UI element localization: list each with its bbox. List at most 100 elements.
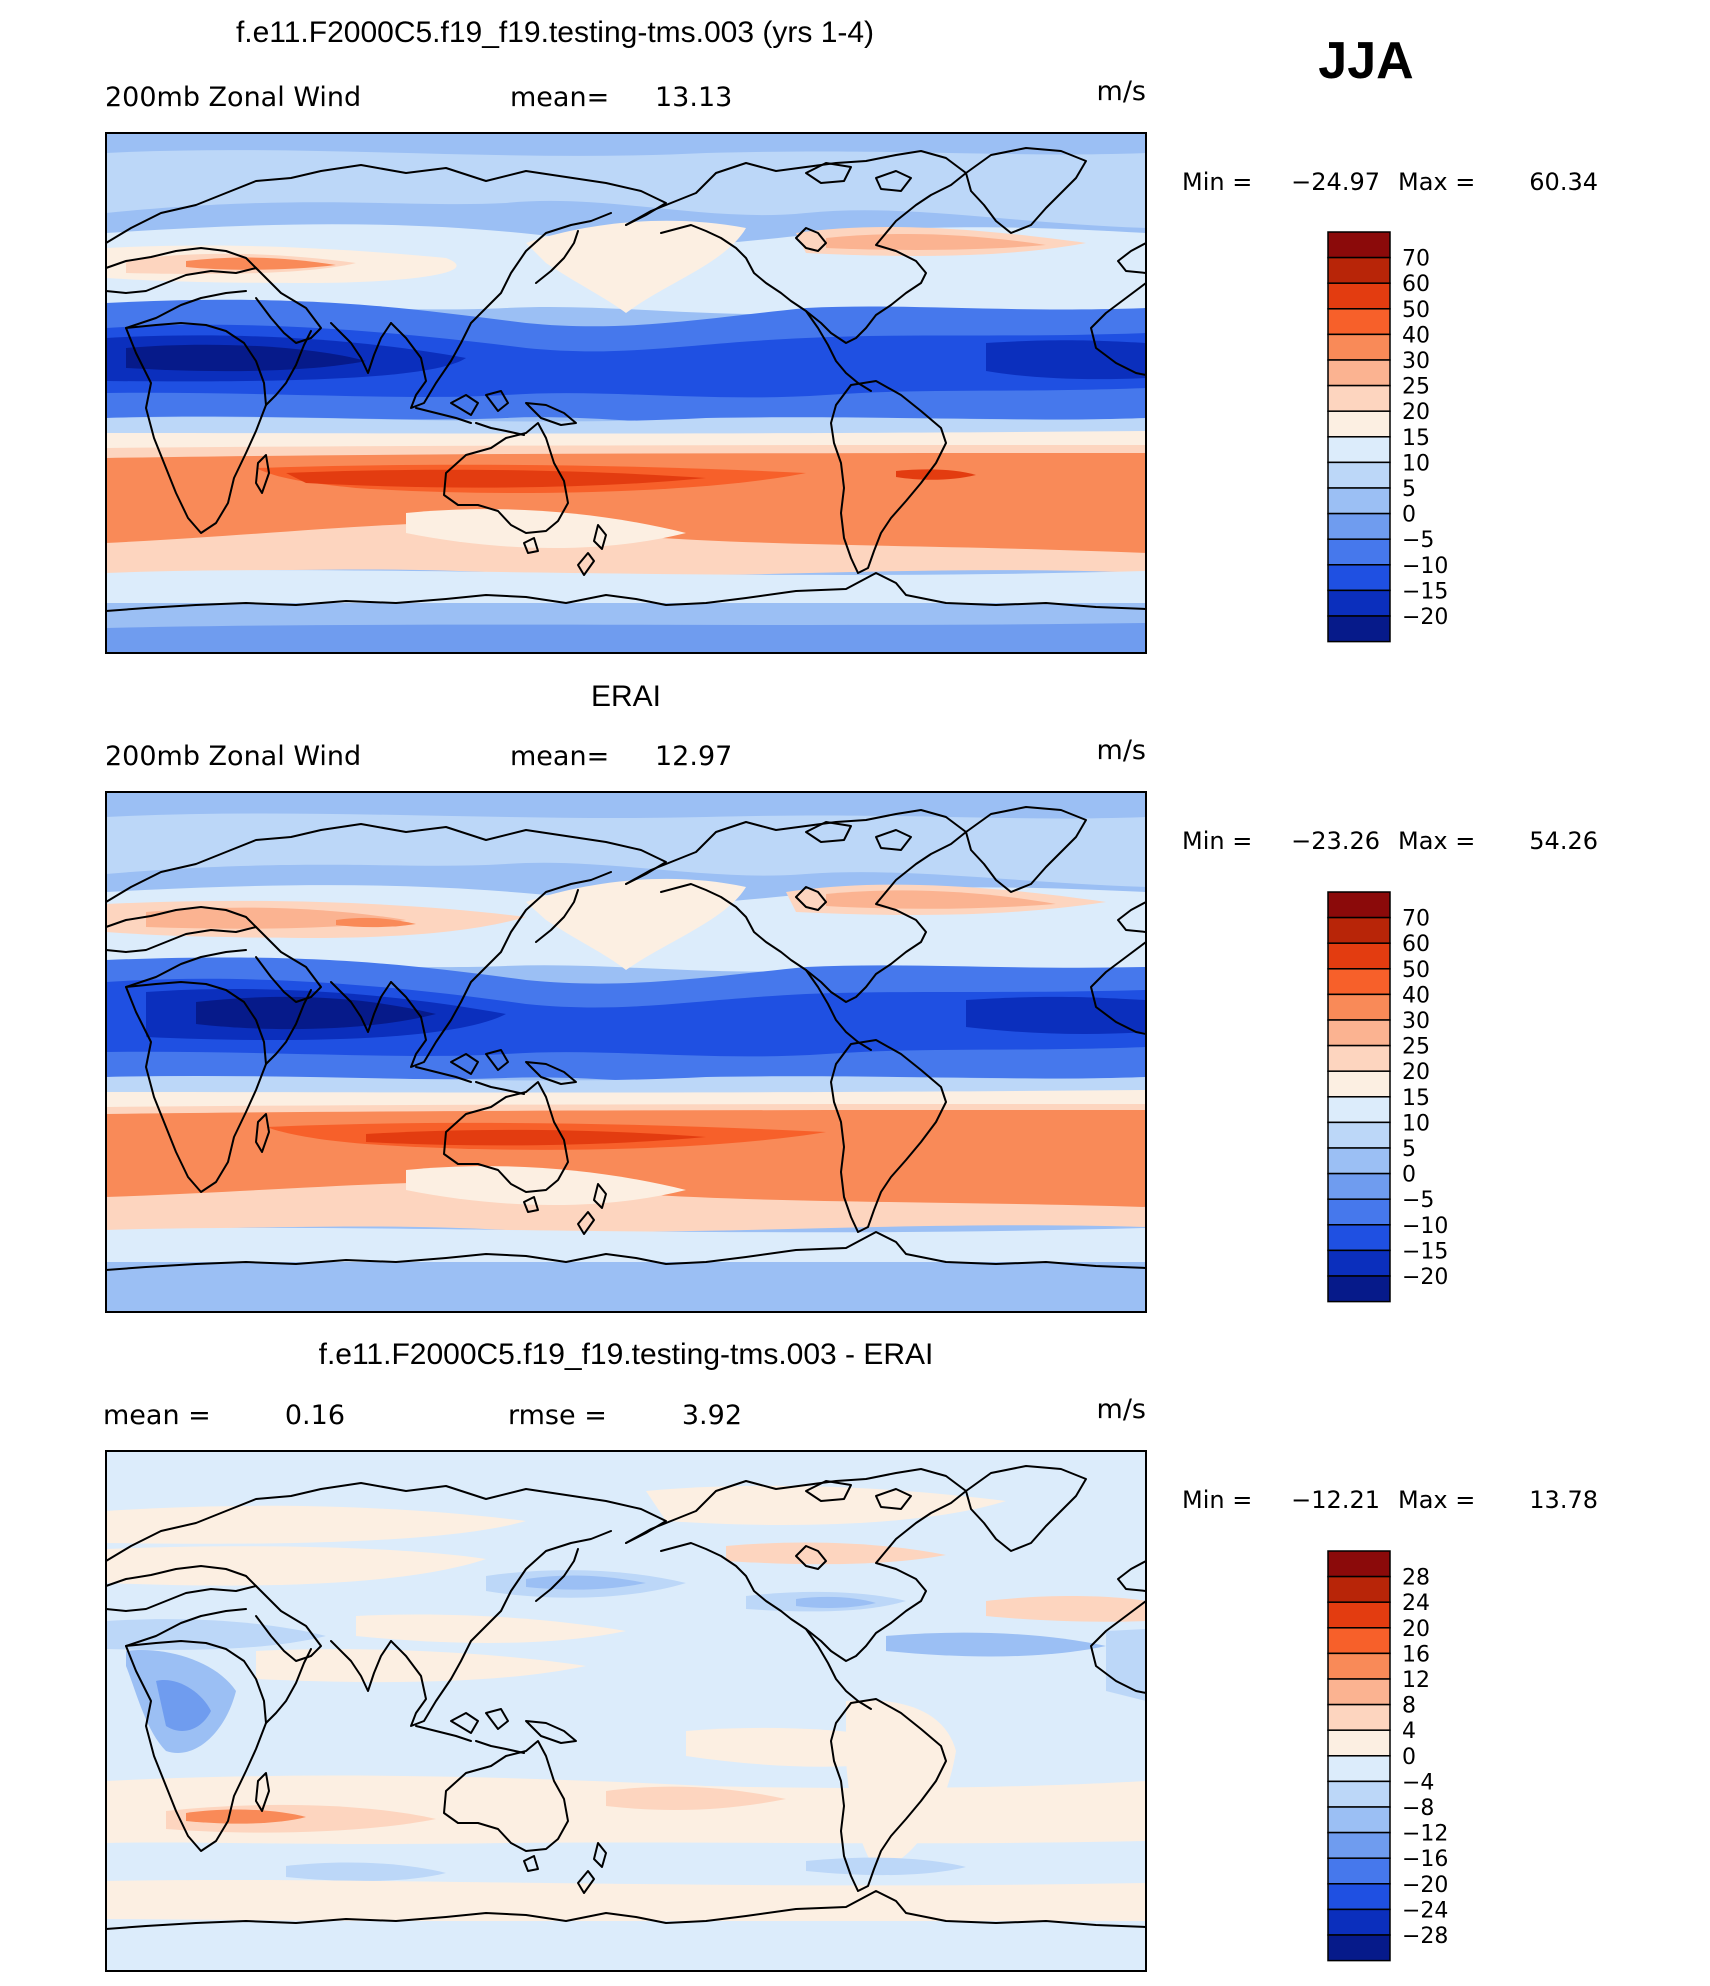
colorbar-swatch (1327, 1703, 1391, 1731)
colorbar-tick-label: −20 (1402, 605, 1448, 630)
colorbar-tick-label: 10 (1402, 451, 1430, 476)
colorbar-swatch (1327, 1275, 1391, 1303)
blob-neg (886, 1632, 1106, 1657)
min-label: Min = (1182, 827, 1252, 855)
max-label: Max = (1398, 827, 1475, 855)
max-value: 60.34 (1529, 168, 1598, 196)
colorbar-swatch (1327, 1044, 1391, 1072)
band-south-light (106, 570, 1146, 607)
colorbar-swatch (1327, 1070, 1391, 1098)
colorbar-swatch (1327, 1224, 1391, 1252)
blob-pos (986, 1596, 1146, 1622)
colorbar-swatch (1327, 1678, 1391, 1706)
colorbar-swatch (1327, 461, 1391, 489)
colorbar-tick-label: −20 (1402, 1265, 1448, 1290)
colorbar-swatch (1327, 891, 1391, 919)
max-label: Max = (1398, 168, 1475, 196)
blob-neg (286, 1862, 446, 1882)
colorbar-tick-label: −8 (1402, 1796, 1434, 1821)
colorbar-swatch (1327, 1198, 1391, 1226)
colorbar-tick-label: 70 (1402, 247, 1430, 272)
colorbar-tick-label: 70 (1402, 907, 1430, 932)
colorbar-tick-label: −4 (1402, 1770, 1434, 1795)
colorbar-tick-label: −28 (1402, 1924, 1448, 1949)
colorbar-tick-label: 5 (1402, 477, 1416, 502)
colorbar-tick-label: 0 (1402, 503, 1416, 528)
colorbar-swatch (1327, 993, 1391, 1021)
colorbar-tick-label: 20 (1402, 1617, 1430, 1642)
mean-value: 0.16 (285, 1400, 345, 1431)
colorbar-tick-label: 50 (1402, 298, 1430, 323)
band-easterly-mid (106, 324, 1146, 398)
min-value: −12.21 (1291, 1486, 1380, 1514)
colorbar-tick-label: −24 (1402, 1898, 1448, 1923)
colorbar-swatch (1327, 1652, 1391, 1680)
season-label: JJA (1318, 32, 1413, 90)
band-south-pale (406, 1166, 686, 1205)
blob-pos (256, 1649, 586, 1683)
map-frame (105, 791, 1147, 1313)
band-sh-jet-core (286, 469, 706, 488)
colorbar-tick-label: −20 (1402, 1873, 1448, 1898)
colorbar-swatch (1327, 333, 1391, 361)
colorbar-swatch (1327, 615, 1391, 643)
colorbar-tick-label: 40 (1402, 983, 1430, 1008)
band-antarctic (106, 1262, 1146, 1312)
colorbar-tick-label: 60 (1402, 272, 1430, 297)
rmse-value: 3.92 (682, 1400, 742, 1431)
band-easterly-darkest (126, 344, 366, 372)
panel-title: f.e11.F2000C5.f19_f19.testing-tms.003 - … (319, 1338, 934, 1371)
colorbar-swatch (1327, 538, 1391, 566)
colorbar-tick-label: −15 (1402, 1239, 1448, 1264)
colorbar-tick-label: 60 (1402, 932, 1430, 957)
band-sh-jet-core-east (896, 469, 976, 480)
map-field (105, 132, 1147, 654)
band-south-pale (406, 509, 686, 548)
colorbar-swatch (1327, 1019, 1391, 1047)
colorbar-swatch (1327, 1147, 1391, 1175)
colorbar-swatch (1327, 410, 1391, 438)
blob-pos (106, 1879, 1146, 1924)
mean-label: mean= (510, 741, 609, 772)
colorbar-tick-label: 25 (1402, 375, 1430, 400)
panel-diff: f.e11.F2000C5.f19_f19.testing-tms.003 - … (103, 1338, 1598, 1972)
mean-value: 13.13 (655, 82, 732, 113)
colorbar-swatch (1327, 436, 1391, 464)
colorbar-swatch (1327, 512, 1391, 540)
blob-pos (106, 1546, 486, 1586)
colorbar-tick-label: 50 (1402, 958, 1430, 983)
colorbar-swatch (1327, 1729, 1391, 1757)
colorbar-swatch (1327, 1883, 1391, 1911)
colorbar-tick-label: −12 (1402, 1822, 1448, 1847)
colorbar-tick-label: 24 (1402, 1591, 1430, 1616)
blob-pos (726, 1542, 946, 1565)
colorbar-swatch (1327, 1601, 1391, 1629)
colorbar-swatch (1327, 1831, 1391, 1859)
colorbar-tick-label: 0 (1402, 1745, 1416, 1770)
band-south-light (106, 1227, 1146, 1266)
colorbar-swatch (1327, 564, 1391, 592)
max-value: 54.26 (1529, 827, 1598, 855)
colorbar-swatch (1327, 384, 1391, 412)
blob-neg (106, 1921, 1146, 1971)
band-pacific-tongue (526, 878, 746, 970)
panel-obs: ERAI 200mb Zonal Wind mean= 12.97 m/s (105, 680, 1598, 1313)
colorbar-tick-label: 20 (1402, 400, 1430, 425)
colorbar-swatch (1327, 968, 1391, 996)
colorbar-tick-label: 16 (1402, 1642, 1430, 1667)
blob-pos (106, 1505, 526, 1544)
colorbar-tick-label: 0 (1402, 1163, 1416, 1188)
band-polar-north (106, 813, 1146, 887)
band-polar-north (106, 150, 1146, 228)
colorbar-tick-label: −5 (1402, 528, 1434, 553)
panel-title: f.e11.F2000C5.f19_f19.testing-tms.003 (y… (236, 16, 874, 49)
colorbar-swatch (1327, 942, 1391, 970)
min-label: Min = (1182, 168, 1252, 196)
blob-neg (526, 1575, 646, 1590)
map-frame (105, 132, 1147, 654)
blob-neg (156, 1680, 211, 1731)
band-easterly-core-east (966, 996, 1146, 1035)
